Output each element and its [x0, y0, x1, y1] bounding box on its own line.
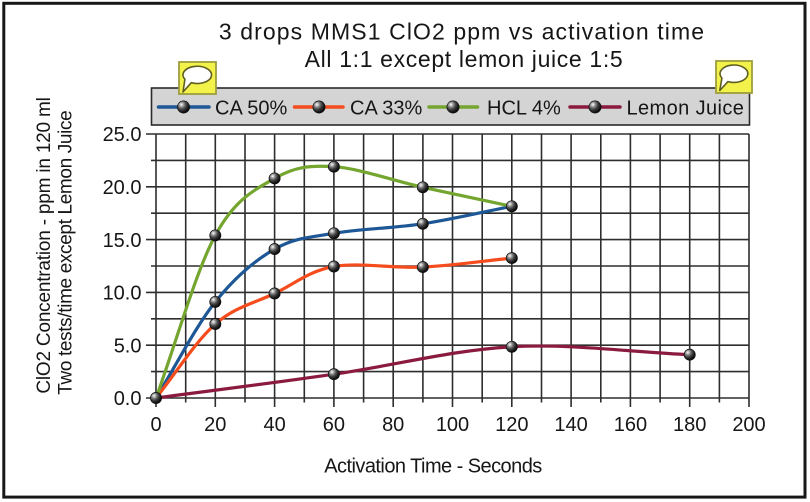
- svg-text:0.0: 0.0: [114, 388, 142, 410]
- svg-text:Lemon Juice: Lemon Juice: [627, 98, 745, 120]
- svg-text:100: 100: [436, 414, 469, 436]
- svg-text:180: 180: [673, 414, 706, 436]
- svg-text:3 drops MMS1 ClO2 ppm vs activ: 3 drops MMS1 ClO2 ppm vs activation time: [219, 19, 705, 45]
- svg-text:15.0: 15.0: [103, 230, 142, 252]
- svg-text:20.0: 20.0: [103, 177, 142, 199]
- svg-text:0: 0: [150, 414, 161, 436]
- svg-text:200: 200: [732, 414, 765, 436]
- svg-text:CA 50%: CA 50%: [215, 98, 287, 120]
- svg-text:10.0: 10.0: [103, 283, 142, 305]
- svg-text:HCL 4%: HCL 4%: [487, 98, 561, 120]
- svg-text:All 1:1 except lemon juice 1:5: All 1:1 except lemon juice 1:5: [305, 46, 624, 72]
- svg-text:80: 80: [382, 414, 404, 436]
- svg-text:120: 120: [495, 414, 528, 436]
- svg-text:25.0: 25.0: [103, 124, 142, 146]
- svg-text:ClO2 Concentration - ppm in 12: ClO2 Concentration - ppm in 120 ml: [34, 97, 55, 393]
- svg-text:CA 33%: CA 33%: [350, 98, 422, 120]
- svg-text:160: 160: [614, 414, 647, 436]
- svg-text:5.0: 5.0: [114, 335, 142, 357]
- svg-text:Activation Time - Seconds: Activation Time - Seconds: [324, 456, 542, 478]
- svg-text:60: 60: [323, 414, 345, 436]
- svg-text:140: 140: [554, 414, 587, 436]
- svg-text:40: 40: [263, 414, 285, 436]
- svg-text:Two tests/time except Lemon Ju: Two tests/time except Lemon Juice: [55, 111, 76, 395]
- svg-text:20: 20: [204, 414, 226, 436]
